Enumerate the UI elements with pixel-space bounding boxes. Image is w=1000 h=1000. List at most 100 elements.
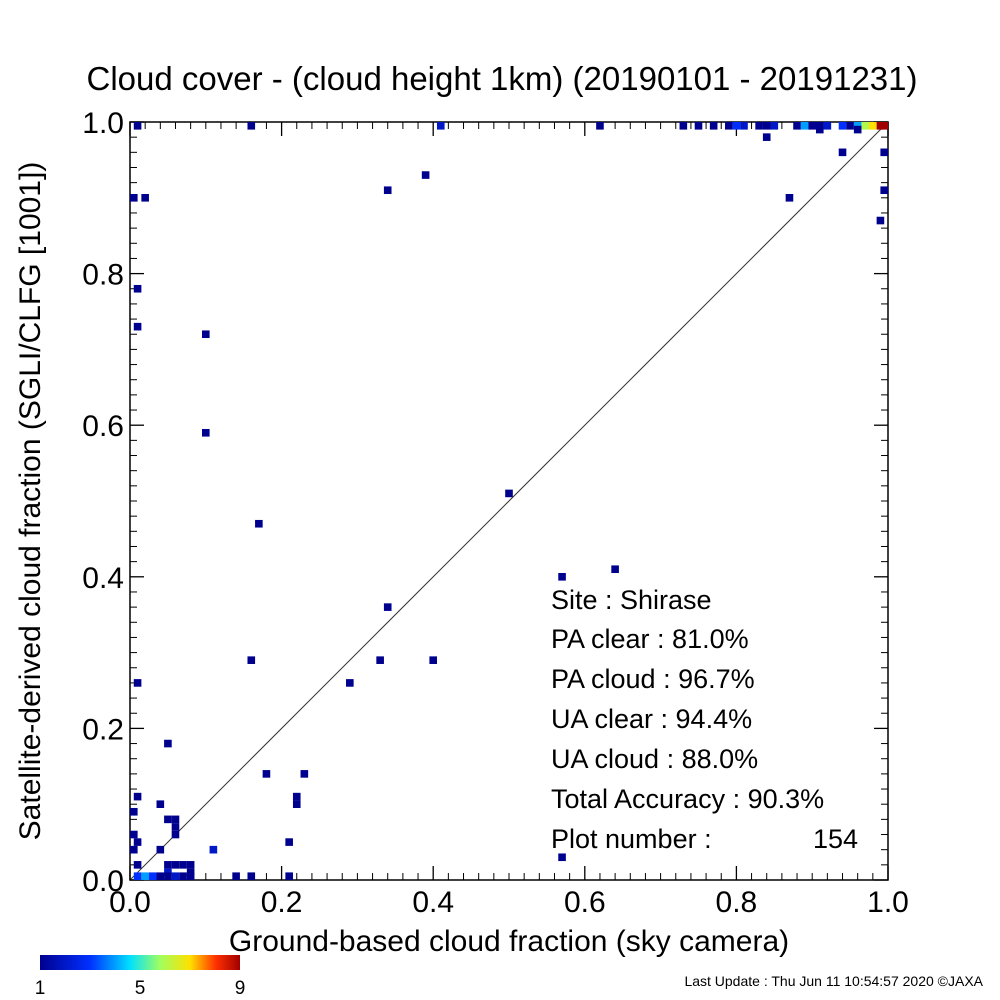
last-update: Last Update : Thu Jun 11 10:54:57 2020 ©…: [684, 973, 983, 989]
stat-ua-clear: UA clear : 94.4%: [551, 704, 752, 734]
y-axis-label: Satellite-derived cloud fraction (SGLI/C…: [14, 162, 47, 841]
data-point: [247, 872, 256, 880]
axis-ticks: 0.00.0 0.2 0.2 0.4 0.4 0.6 0.6 0.8 0.8 1.0 1.0: [82, 107, 909, 919]
data-point: [133, 284, 142, 293]
data-point: [709, 122, 718, 130]
data-point: [383, 603, 392, 611]
data-point: [262, 770, 271, 778]
data-point: [130, 830, 138, 839]
y-tick-label: 0.6: [82, 410, 124, 443]
data-point: [186, 872, 195, 880]
data-point: [186, 861, 195, 869]
data-point: [770, 122, 779, 130]
stats-block: Site : Shirase PA clear : 81.0% PA cloud…: [551, 585, 858, 854]
data-point: [133, 838, 142, 846]
stat-pa-cloud: PA cloud : 96.7%: [551, 664, 755, 694]
data-point: [141, 194, 149, 202]
data-point: [164, 739, 172, 748]
data-point: [694, 122, 703, 130]
data-point: [429, 656, 437, 664]
data-point: [808, 122, 816, 130]
data-point: [436, 122, 445, 130]
data-point: [171, 872, 180, 880]
data-point: [202, 428, 210, 437]
colorbar-tick-label: 9: [235, 978, 246, 999]
data-point: [880, 122, 888, 130]
colorbar-tick-label: 1: [35, 978, 46, 999]
data-point: [376, 656, 384, 664]
data-point: [255, 519, 263, 528]
data-point: [171, 830, 180, 839]
data-point: [611, 565, 619, 574]
data-point: [133, 679, 142, 687]
x-tick-label: 1.0: [867, 886, 909, 919]
data-point: [558, 853, 566, 862]
chart-title: Cloud cover - (cloud height 1km) (201901…: [87, 60, 918, 97]
data-point: [202, 330, 210, 339]
data-point: [247, 122, 256, 130]
stat-ua-cloud: UA cloud : 88.0%: [551, 744, 758, 774]
data-point: [876, 216, 885, 225]
data-point: [679, 122, 688, 130]
stat-total-accuracy: Total Accuracy : 90.3%: [551, 784, 824, 814]
data-point: [762, 133, 771, 141]
data-point: [838, 148, 847, 157]
data-point: [725, 122, 733, 130]
data-point: [156, 800, 165, 808]
x-tick-label: 0.8: [716, 886, 758, 919]
data-point: [558, 573, 566, 581]
data-point: [823, 122, 832, 130]
data-point: [133, 122, 142, 130]
data-point: [732, 122, 741, 130]
data-point: [505, 489, 513, 498]
stat-plot-number-label: Plot number :: [551, 824, 712, 854]
data-point: [133, 322, 142, 331]
data-point: [755, 122, 763, 130]
data-point: [793, 122, 801, 130]
data-point: [292, 792, 301, 801]
data-point: [815, 125, 824, 134]
data-point: [133, 792, 142, 801]
data-point: [247, 656, 256, 664]
x-tick-label: 0.4: [412, 886, 454, 919]
y-tick-label: 0.2: [82, 713, 124, 746]
stat-plot-number-value: 154: [813, 824, 858, 854]
data-point: [164, 861, 172, 869]
data-point: [285, 872, 293, 880]
data-point: [209, 845, 218, 854]
data-point: [179, 872, 187, 880]
data-point: [421, 171, 430, 179]
colorbar: [40, 955, 240, 970]
colorbar-tick-label: 5: [135, 978, 146, 999]
data-point: [171, 861, 180, 869]
data-point: [300, 770, 309, 778]
data-point: [156, 845, 165, 854]
data-point: [383, 186, 392, 195]
y-tick-label: 0.8: [82, 259, 124, 292]
stat-pa-clear: PA clear : 81.0%: [551, 624, 749, 654]
data-point: [853, 125, 862, 134]
y-tick-label: 0.0: [82, 865, 124, 898]
data-point: [880, 148, 888, 157]
data-point: [133, 872, 142, 880]
data-point: [133, 861, 142, 869]
data-point: [869, 122, 877, 130]
data-point: [232, 872, 240, 880]
data-point: [130, 845, 138, 854]
data-point: [179, 861, 187, 869]
data-point: [171, 823, 180, 831]
data-point: [762, 122, 771, 130]
colorbar-labels: 1 5 9: [35, 978, 246, 999]
data-point: [141, 872, 149, 880]
one-to-one-line: [129, 121, 889, 881]
data-point: [148, 872, 157, 880]
scatter-points: [130, 122, 888, 880]
data-point: [292, 800, 301, 808]
data-point: [740, 122, 748, 130]
y-tick-label: 0.4: [82, 562, 124, 595]
x-tick-label: 0.0: [109, 886, 151, 919]
data-point: [346, 679, 354, 687]
data-point: [285, 838, 293, 846]
x-axis-label: Ground-based cloud fraction (sky camera): [229, 925, 789, 958]
